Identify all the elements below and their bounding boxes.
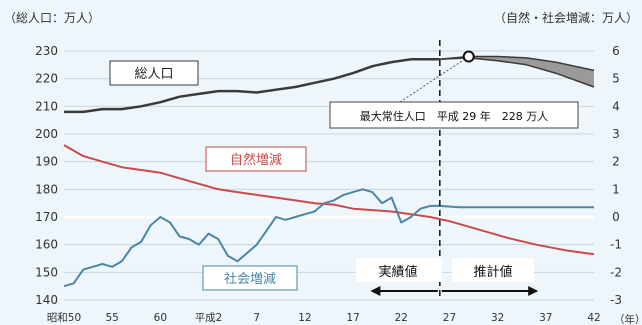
x-tick-label: 60 — [154, 312, 167, 324]
natural-change-label-box — [205, 146, 307, 172]
left-y-tick-label: 160 — [35, 238, 58, 252]
peak-marker-group — [462, 50, 475, 63]
projection-band-area — [439, 56, 594, 87]
left-y-tick-label: 190 — [35, 155, 58, 169]
actual-arrow-head — [370, 286, 381, 296]
social-change-label-box — [202, 265, 298, 291]
x-tick-label: 7 — [253, 312, 260, 324]
projected-label: 推計値 — [473, 264, 512, 280]
projected-arrow-head — [528, 286, 539, 296]
left-y-tick-label: 170 — [35, 210, 58, 224]
x-axis-unit: （年） — [614, 313, 642, 325]
series-line — [63, 188, 594, 288]
peak-leader-line — [399, 56, 470, 103]
x-tick-label: 42 — [587, 312, 600, 324]
right-y-tick-label: -2 — [610, 265, 622, 279]
right-y-tick-label: 2 — [612, 155, 620, 169]
series-line — [63, 144, 595, 256]
x-tick-label: 昭和50 — [47, 312, 81, 324]
left-y-tick-label: 180 — [35, 182, 58, 196]
right-y-tick-label: 5 — [612, 72, 620, 86]
projection-band — [439, 56, 594, 87]
peak-annotation-box — [329, 101, 579, 129]
x-tick-label: 32 — [491, 312, 504, 324]
x-tick-label: 22 — [395, 312, 408, 324]
actual-label-bg — [356, 258, 442, 282]
x-tick-label: 平成2 — [195, 312, 223, 324]
social-change-label: 社会増減 — [224, 271, 276, 287]
axis-ticks: 140150160170180190200210220230-3-2-10123… — [35, 44, 622, 324]
series-lines — [63, 55, 595, 288]
x-tick-label: 17 — [346, 312, 359, 324]
right-y-tick-label: -3 — [610, 293, 622, 307]
projected-label-bg — [452, 258, 534, 282]
x-tick-label: 55 — [105, 312, 118, 324]
left-y-tick-label: 200 — [35, 127, 58, 141]
x-tick-label: 27 — [443, 312, 456, 324]
right-y-tick-label: 0 — [612, 210, 620, 224]
peak-annotation-text: 最大常住人口 平成 29 年 228 万人 — [360, 109, 548, 123]
left-y-tick-label: 210 — [35, 99, 58, 113]
right-y-tick-label: -1 — [610, 238, 622, 252]
left-axis-unit: （総人口：万人） — [4, 11, 100, 25]
peak-marker — [462, 50, 475, 63]
right-y-tick-label: 1 — [612, 182, 620, 196]
right-y-tick-label: 4 — [612, 99, 620, 113]
right-axis-unit: （自然・社会増減：万人） — [494, 10, 638, 25]
left-y-tick-label: 220 — [35, 72, 58, 86]
right-y-tick-label: 6 — [612, 44, 620, 58]
left-y-tick-label: 140 — [35, 293, 58, 307]
x-tick-label: 12 — [298, 312, 311, 324]
total-population-label-box — [109, 60, 199, 86]
left-y-tick-label: 150 — [35, 265, 58, 279]
total-population-label: 総人口 — [134, 67, 173, 82]
right-y-tick-label: 3 — [612, 127, 620, 141]
actual-label: 実績値 — [378, 264, 417, 280]
period-arrows — [370, 286, 539, 296]
x-tick-label: 37 — [539, 312, 552, 324]
left-y-tick-label: 230 — [35, 44, 58, 58]
series-line — [64, 58, 440, 114]
natural-change-label: 自然増減 — [230, 152, 282, 168]
